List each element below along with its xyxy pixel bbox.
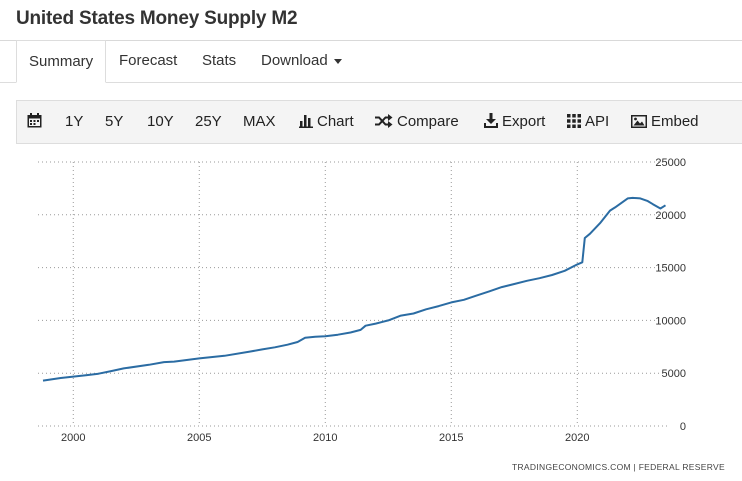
image-icon <box>631 115 647 128</box>
page-title: United States Money Supply M2 <box>16 8 298 29</box>
series-lines <box>42 196 667 382</box>
title-bar: United States Money Supply M2 <box>0 0 742 41</box>
api-label: API <box>585 113 610 130</box>
range-10y-button[interactable]: 10Y <box>147 113 174 130</box>
compare-button[interactable]: Compare <box>375 101 459 143</box>
tab-download-label: Download <box>261 52 328 69</box>
chevron-down-icon <box>333 58 342 64</box>
y-tick-label: 15000 <box>655 263 686 275</box>
calendar-icon <box>27 113 42 128</box>
export-label: Export <box>502 113 546 130</box>
download-icon <box>484 113 498 128</box>
tab-summary[interactable]: Summary <box>16 40 107 83</box>
y-tick-label: 10000 <box>655 315 686 327</box>
calendar-button[interactable] <box>27 101 46 143</box>
tab-bar: Summary Forecast Stats Download <box>0 40 742 83</box>
line-chart: 2000 2005 2010 2015 2020 0 5000 10000 15000 2000… <box>38 157 686 444</box>
tab-forecast[interactable]: Forecast <box>119 52 178 69</box>
chart-grid <box>38 161 668 427</box>
range-max-button[interactable]: MAX <box>243 113 276 130</box>
embed-label: Embed <box>651 113 699 130</box>
chart-type-button[interactable]: Chart <box>299 101 354 143</box>
embed-button[interactable]: Embed <box>631 101 699 143</box>
shuffle-icon <box>375 114 393 128</box>
y-axis-ticks: 0 5000 10000 15000 20000 25000 <box>655 157 686 433</box>
m2-series-line <box>42 196 667 382</box>
range-25y-button[interactable]: 25Y <box>195 113 222 130</box>
y-tick-label: 20000 <box>655 210 686 222</box>
range-5y-button[interactable]: 5Y <box>105 113 124 130</box>
export-button[interactable]: Export <box>484 101 545 143</box>
compare-label: Compare <box>397 113 459 130</box>
y-tick-label: 5000 <box>662 368 686 380</box>
y-tick-label: 25000 <box>655 157 686 169</box>
x-tick-label: 2020 <box>565 432 589 444</box>
x-tick-label: 2005 <box>187 432 211 444</box>
x-tick-label: 2010 <box>313 432 337 444</box>
x-axis-ticks: 2000 2005 2010 2015 2020 <box>61 432 589 444</box>
x-tick-label: 2000 <box>61 432 85 444</box>
y-tick-label: 0 <box>680 421 686 433</box>
tab-stats[interactable]: Stats <box>202 52 237 69</box>
tab-download[interactable]: Download <box>249 40 354 81</box>
grid-icon <box>567 114 581 128</box>
x-tick-label: 2015 <box>439 432 463 444</box>
range-1y-button[interactable]: 1Y <box>65 113 84 130</box>
api-button[interactable]: API <box>567 101 609 143</box>
chart-toolbar: 1Y 5Y 10Y 25Y MAX Chart Compare Export A… <box>16 100 742 144</box>
chart-label: Chart <box>317 113 354 130</box>
source-credit: TRADINGECONOMICS.COM | FEDERAL RESERVE <box>512 462 725 472</box>
bar-chart-icon <box>299 115 313 128</box>
